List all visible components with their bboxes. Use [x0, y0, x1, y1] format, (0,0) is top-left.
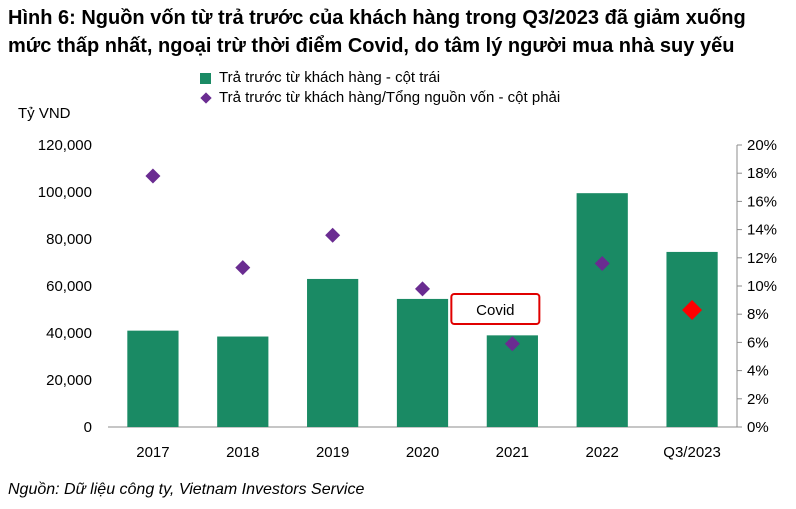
- y-tick-label-right: 0%: [747, 419, 769, 436]
- legend-item-diamond: Trả trước từ khách hàng/Tổng nguồn vốn -…: [200, 88, 560, 108]
- covid-annotation-box: [450, 293, 541, 325]
- y-tick-label-left: 120,000: [38, 137, 92, 154]
- diamond-point-highlight: [682, 299, 703, 320]
- y-tick-label-right: 6%: [747, 334, 769, 351]
- legend-swatch-bar: [200, 72, 211, 84]
- diamond-point: [504, 336, 520, 352]
- bar: [127, 330, 179, 427]
- y-tick-label-right: 16%: [747, 193, 777, 210]
- bar: [396, 298, 449, 427]
- x-tick-label: 2021: [496, 444, 529, 461]
- y-tick-label-right: 4%: [747, 363, 769, 380]
- y-tick-label-right: 8%: [747, 306, 769, 323]
- y-tick-label-right: 14%: [747, 222, 777, 239]
- diamond-point: [235, 260, 251, 276]
- y-tick-label-left: 60,000: [46, 278, 92, 295]
- legend-label-bar: Trả trước từ khách hàng - cột trái: [219, 69, 441, 86]
- y-tick-label-right: 20%: [747, 137, 777, 154]
- source-note: Nguồn: Dữ liệu công ty, Vietnam Investor…: [8, 481, 365, 498]
- diamond-point: [594, 255, 610, 271]
- y-tick-label-right: 10%: [747, 278, 777, 295]
- y-tick-label-right: 12%: [747, 250, 777, 267]
- y-tick-label-left: 40,000: [46, 325, 92, 342]
- x-tick-label: 2018: [226, 444, 259, 461]
- bar: [666, 251, 718, 427]
- diamond-point: [415, 281, 430, 297]
- bar: [576, 193, 628, 427]
- chart-title-line-1: Hình 6: Nguồn vốn từ trả trước của khách…: [8, 7, 746, 29]
- chart-title: Hình 6: Nguồn vốn từ trả trước của khách…: [8, 4, 788, 60]
- x-tick-label: 2022: [586, 444, 619, 461]
- legend-item-bar: Trả trước từ khách hàng - cột trái: [200, 68, 560, 88]
- legend: Trả trước từ khách hàng - cột trái Trả t…: [200, 68, 560, 108]
- y-axis-left-label: Tỷ VND: [18, 105, 71, 122]
- x-tick-label: 2020: [406, 444, 439, 461]
- y-tick-label-left: 0: [84, 419, 92, 436]
- covid-annotation-label: Covid: [476, 302, 514, 319]
- diamond-point: [325, 227, 341, 243]
- diamond-point: [145, 168, 161, 184]
- x-tick-label: 2017: [136, 444, 169, 461]
- y-tick-label-left: 100,000: [38, 184, 92, 201]
- bar: [217, 336, 269, 427]
- x-tick-label: 2019: [316, 444, 349, 461]
- bar: [307, 278, 359, 427]
- legend-label-diamond: Trả trước từ khách hàng/Tổng nguồn vốn -…: [219, 89, 561, 106]
- chart-title-line-2: mức thấp nhất, ngoại trừ thời điểm Covid…: [8, 35, 735, 57]
- y-tick-label-right: 2%: [747, 391, 769, 408]
- x-tick-label: Q3/2023: [663, 444, 721, 461]
- y-tick-label-right: 18%: [747, 165, 777, 182]
- y-tick-label-left: 20,000: [46, 372, 92, 389]
- y-tick-label-left: 80,000: [46, 231, 92, 248]
